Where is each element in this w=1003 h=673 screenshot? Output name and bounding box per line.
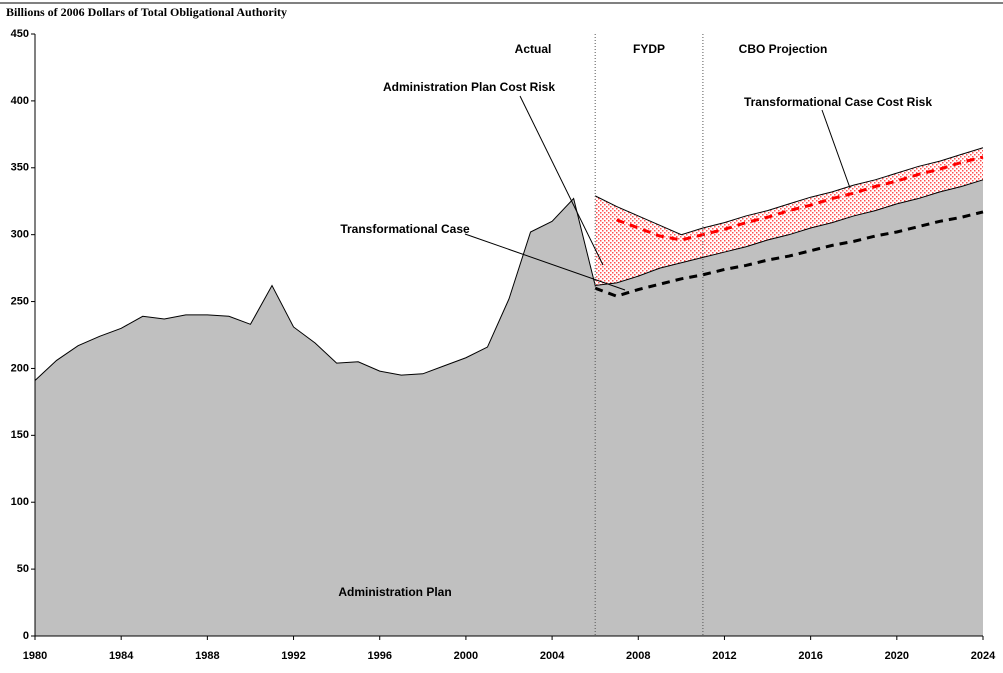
x-tick-label: 2020 xyxy=(885,650,909,662)
dashed-line xyxy=(594,210,984,298)
leader-line xyxy=(464,233,626,291)
y-tick-label: 100 xyxy=(11,496,29,508)
y-tick-label: 300 xyxy=(11,229,29,241)
x-tick-label: 2016 xyxy=(798,650,822,662)
x-tick-label: 1984 xyxy=(109,650,134,662)
leader-line xyxy=(519,95,604,266)
period-label: FYDP xyxy=(633,42,665,56)
y-tick-label: 0 xyxy=(23,630,29,642)
y-tick-label: 50 xyxy=(17,563,29,575)
series-annotation: Transformational Case xyxy=(340,222,470,236)
plot-area: 0 50 100 150 200 250 300 350 400 450 1980 1984 1988 1… xyxy=(11,28,996,662)
period-label: CBO Projection xyxy=(739,42,828,56)
x-tick-label: 1996 xyxy=(367,650,391,662)
cost-risk-band xyxy=(595,147,983,286)
x-tick-label: 2008 xyxy=(626,650,650,662)
y-tick-label: 250 xyxy=(11,295,29,307)
y-tick-label: 400 xyxy=(11,95,29,107)
y-tick-label: 150 xyxy=(11,429,29,441)
line xyxy=(594,147,984,236)
area xyxy=(35,179,983,636)
x-tick-label: 1980 xyxy=(23,650,47,662)
x-tick-label: 2000 xyxy=(454,650,478,662)
chart-title: Billions of 2006 Dollars of Total Obliga… xyxy=(6,5,287,19)
area-edge xyxy=(34,179,984,381)
y-tick-label: 450 xyxy=(11,28,29,40)
x-tick-label: 2024 xyxy=(971,650,996,662)
y-tick-label: 200 xyxy=(11,362,29,374)
series-annotation: Administration Plan Cost Risk xyxy=(383,80,555,94)
series-annotation: Administration Plan xyxy=(338,585,451,599)
x-tick-label: 2012 xyxy=(712,650,736,662)
y-tick-label: 350 xyxy=(11,162,29,174)
leader-lines xyxy=(464,95,851,291)
x-tick-label: 1988 xyxy=(195,650,219,662)
x-tick-label: 1992 xyxy=(281,650,305,662)
period-label: Actual xyxy=(515,42,552,56)
x-tick-label: 2004 xyxy=(540,650,565,662)
leader-line xyxy=(821,109,851,189)
series-annotation: Transformational Case Cost Risk xyxy=(744,95,932,109)
